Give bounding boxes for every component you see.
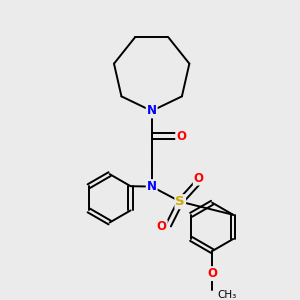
Text: O: O <box>157 220 167 233</box>
Text: N: N <box>147 180 157 193</box>
Text: S: S <box>176 195 185 208</box>
Text: O: O <box>207 267 217 280</box>
Text: N: N <box>147 104 157 117</box>
Text: CH₃: CH₃ <box>217 290 236 300</box>
Text: O: O <box>194 172 204 184</box>
Text: O: O <box>176 130 186 142</box>
